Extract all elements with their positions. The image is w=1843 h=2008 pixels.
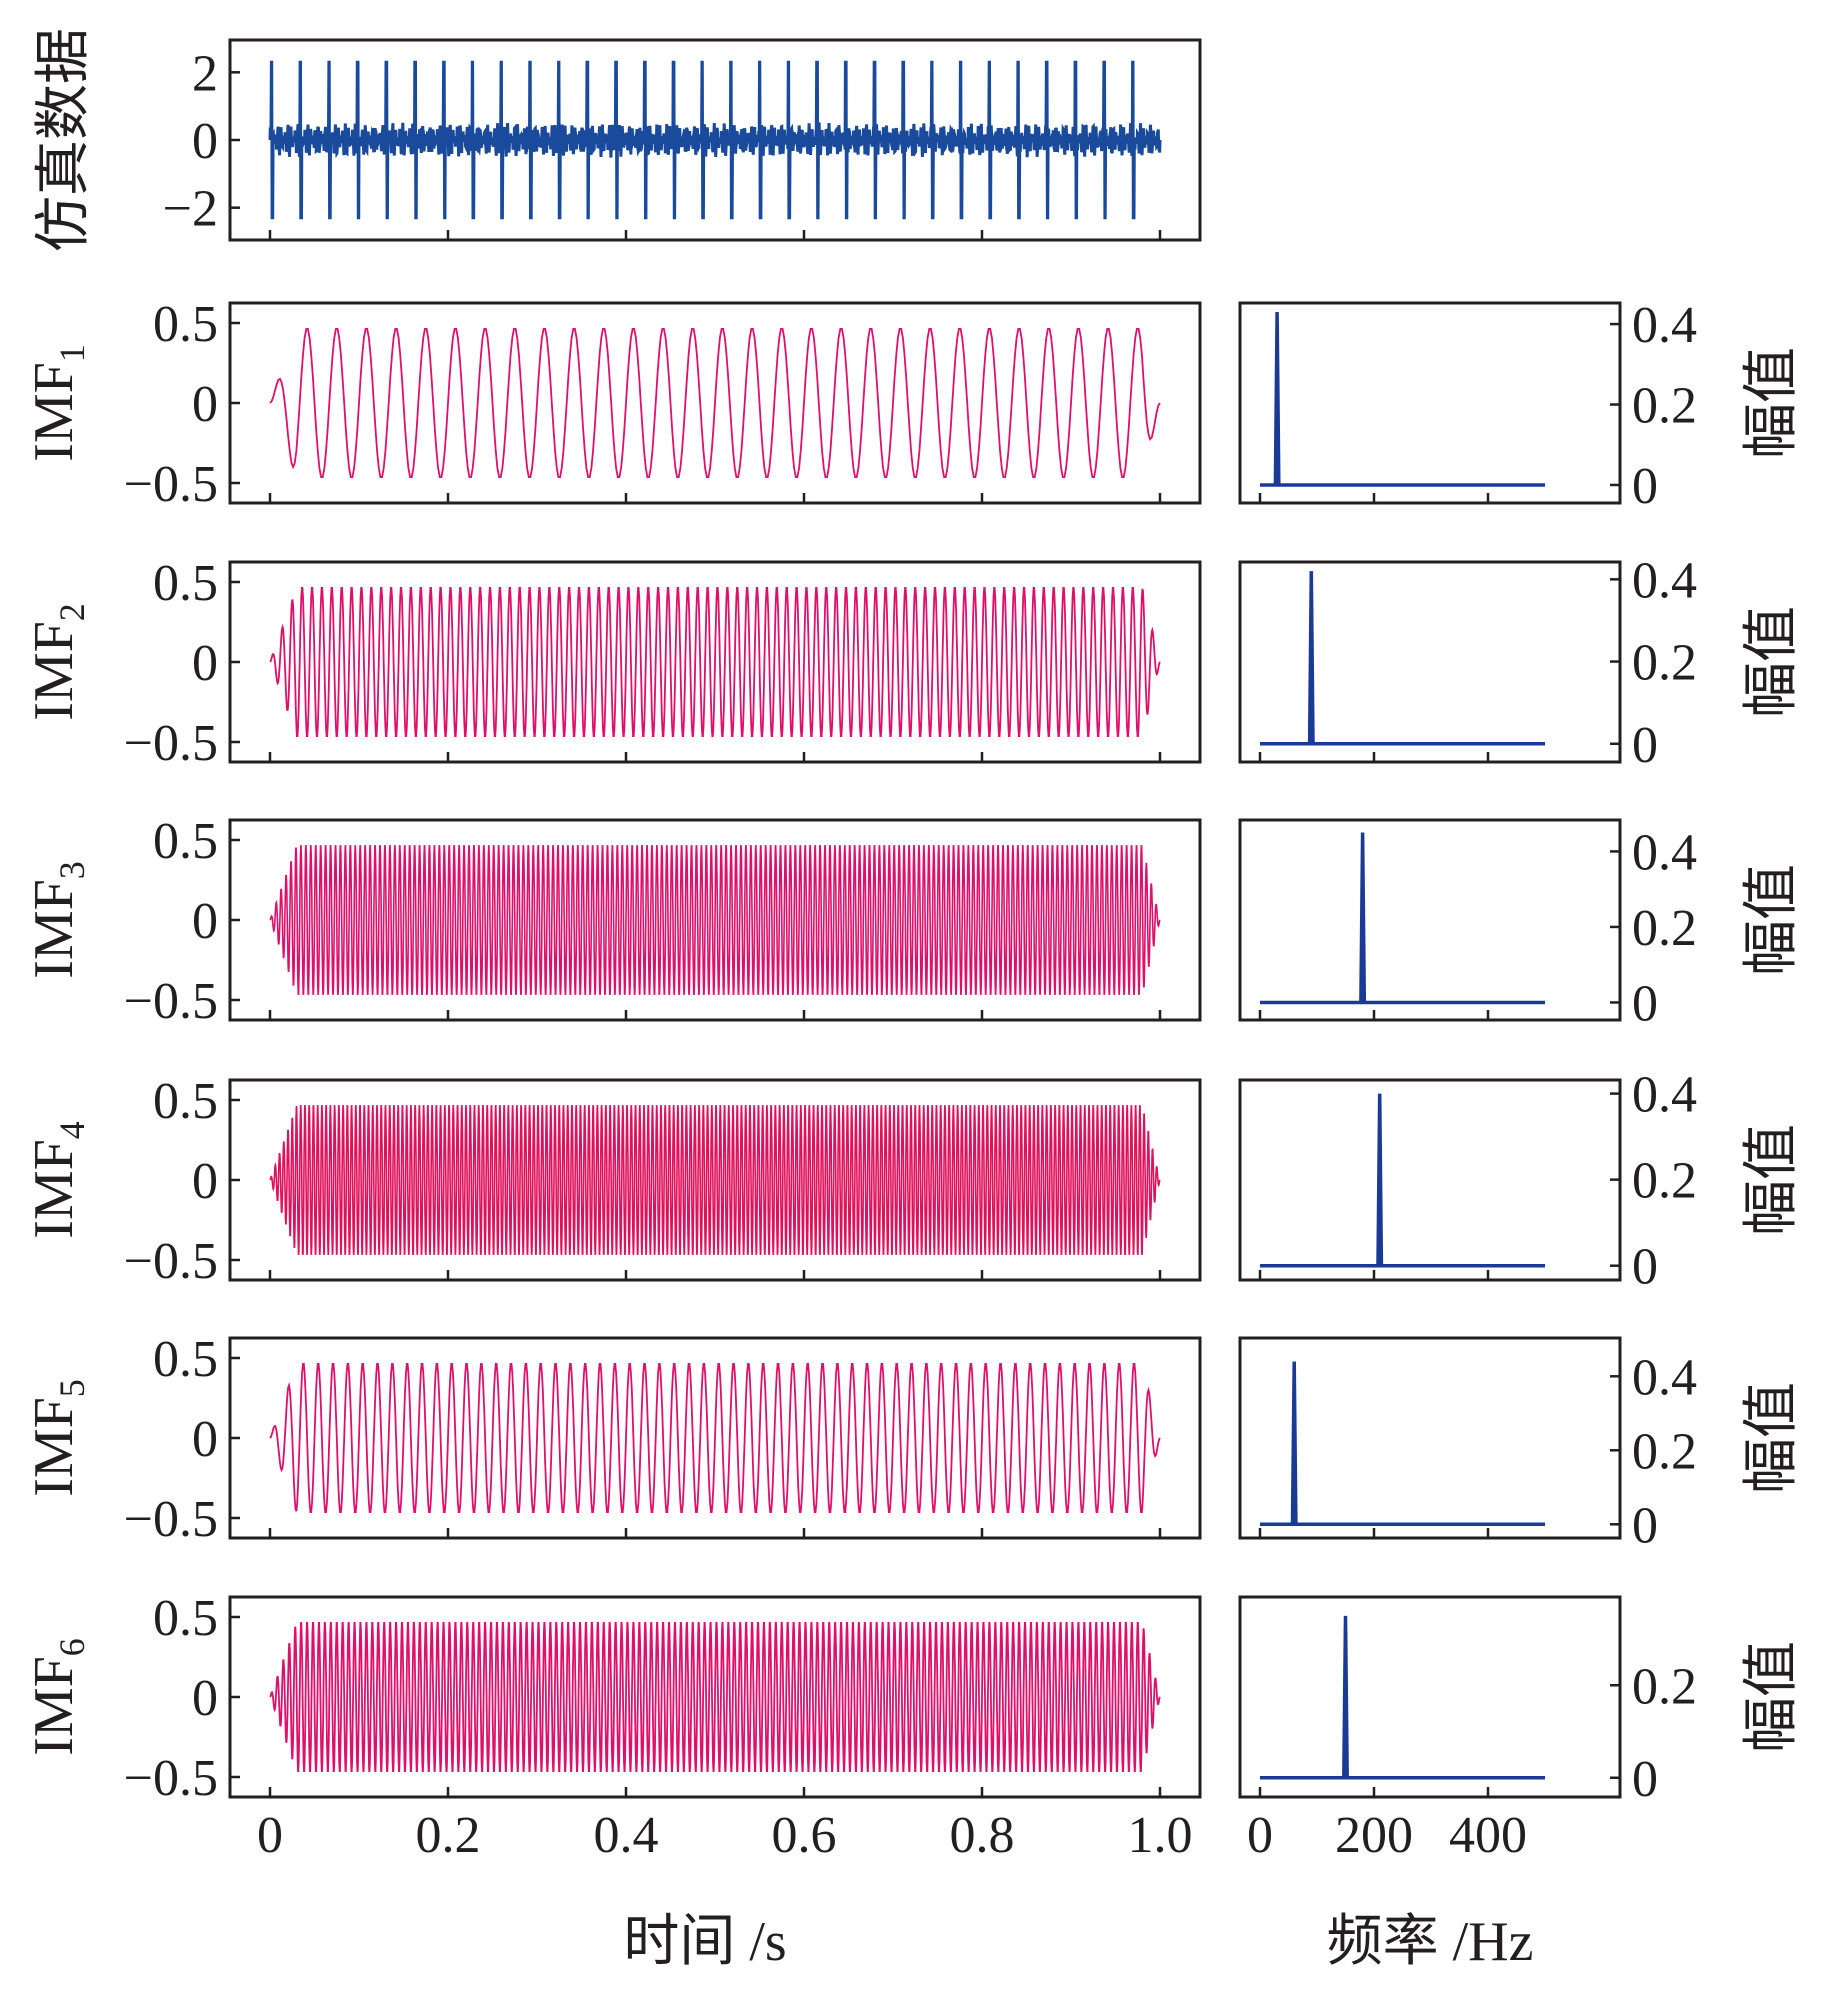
y-tick-label: 0.5 [153,1331,218,1388]
y-tick-label: 0.2 [1632,1423,1697,1480]
y-tick-label: 0.4 [1632,824,1697,881]
spectrum-panel-frame [1238,1336,1622,1540]
time-tick-label: 0.8 [950,1807,1015,1864]
y-tick-label: 0.5 [153,1590,218,1647]
y-tick-label: 0.5 [153,1073,218,1130]
y-tick-label: 0.4 [1632,552,1697,609]
spectrum-line [1260,1615,1545,1780]
imf-ylabel: IMF6 [23,1638,92,1756]
spectrum-line [1260,312,1545,487]
imf-line [269,587,1161,737]
y-tick-label: −0.5 [124,1491,218,1548]
imf-ylabel: IMF5 [23,1379,92,1497]
imf-line [269,328,1161,478]
y-tick-label: 0.2 [1632,378,1697,435]
signal-line [268,60,1162,220]
imf-ylabel-subscript: 6 [52,1638,92,1656]
frequency-axis-label: 频率 /Hz [1327,1911,1534,1973]
spectrum-line [1260,571,1545,746]
frequency-tick-label: 200 [1335,1807,1413,1864]
imf-ylabel-main: IMF [23,879,85,979]
y-tick-label: 0 [1632,1239,1658,1296]
y-tick-label: 0 [1632,1751,1658,1808]
imf-line [269,845,1161,995]
y-tick-label: 0 [192,1670,218,1727]
y-tick-label: 0 [1632,458,1658,515]
y-tick-label: 0 [1632,717,1658,774]
y-tick-label: −0.5 [124,1750,218,1807]
imf-ylabel: IMF3 [23,861,92,979]
y-tick-label: 0 [192,1153,218,1210]
imf-ylabel-main: IMF [23,621,85,721]
time-tick-label: 0 [257,1807,283,1864]
y-tick-label: 0 [192,635,218,692]
time-tick-label: 1.0 [1128,1807,1193,1864]
y-tick-label: 2 [192,45,218,102]
y-tick-label: 0.5 [153,813,218,870]
y-tick-label: −0.5 [124,456,218,513]
imf-ylabel-subscript: 1 [52,344,92,362]
y-tick-label: 0.2 [1632,900,1697,957]
y-tick-label: 0.4 [1632,1349,1697,1406]
imf-line [269,1363,1161,1513]
imf-ylabel: IMF1 [23,344,92,462]
spectrum-panel-frame [1238,818,1622,1022]
imf-ylabel-subscript: 5 [52,1379,92,1397]
spectrum-panel-frame [1238,301,1622,505]
imf-ylabel: IMF4 [23,1121,92,1239]
spectrum-line [1260,832,1545,1005]
time-tick-label: 0.2 [416,1807,481,1864]
spectrum-panel-frame [1238,1595,1622,1799]
time-axis-label: 时间 /s [623,1911,786,1973]
imf-ylabel-subscript: 4 [52,1121,92,1139]
time-tick-label: 0.4 [594,1807,659,1864]
imf-line [269,1105,1161,1255]
y-tick-label: −0.5 [124,1233,218,1290]
imf-ylabel-subscript: 2 [52,603,92,621]
spectrum-ylabel: 幅值 [1741,1641,1803,1753]
imf-line [269,1622,1161,1772]
y-tick-label: 0.2 [1632,1153,1697,1210]
signal-ylabel: 仿真数据 [33,28,95,252]
y-tick-label: 0.2 [1632,635,1697,692]
imf-ylabel-main: IMF [23,1139,85,1239]
spectrum-line [1260,1093,1545,1268]
spectrum-ylabel: 幅值 [1741,1382,1803,1494]
frequency-tick-label: 0 [1247,1807,1273,1864]
time-tick-label: 0.6 [772,1807,837,1864]
y-tick-label: 0.5 [153,555,218,612]
frequency-tick-label: 400 [1449,1807,1527,1864]
y-tick-label: −0.5 [124,715,218,772]
y-tick-label: 0 [192,113,218,170]
imf-ylabel-main: IMF [23,362,85,462]
imf-ylabel-subscript: 3 [52,861,92,879]
y-tick-label: 0 [192,376,218,433]
y-tick-label: 0 [1632,975,1658,1032]
imf-ylabel-main: IMF [23,1656,85,1756]
spectrum-ylabel: 幅值 [1741,606,1803,718]
spectrum-panel-frame [1238,560,1622,764]
spectrum-ylabel: 幅值 [1741,1124,1803,1236]
spectrum-ylabel: 幅值 [1741,347,1803,459]
y-tick-label: 0.2 [1632,1658,1697,1715]
y-tick-label: −0.5 [124,973,218,1030]
imf-ylabel: IMF2 [23,603,92,721]
imf-ylabel-main: IMF [23,1397,85,1497]
y-tick-label: −2 [163,181,218,238]
y-tick-label: 0 [192,893,218,950]
y-tick-label: 0 [1632,1497,1658,1554]
y-tick-label: 0.4 [1632,297,1697,354]
y-tick-label: 0.5 [153,296,218,353]
spectrum-line [1260,1361,1545,1527]
spectrum-ylabel: 幅值 [1741,864,1803,976]
y-tick-label: 0.4 [1632,1067,1697,1124]
y-tick-label: 0 [192,1411,218,1468]
spectrum-panel-frame [1238,1078,1622,1282]
